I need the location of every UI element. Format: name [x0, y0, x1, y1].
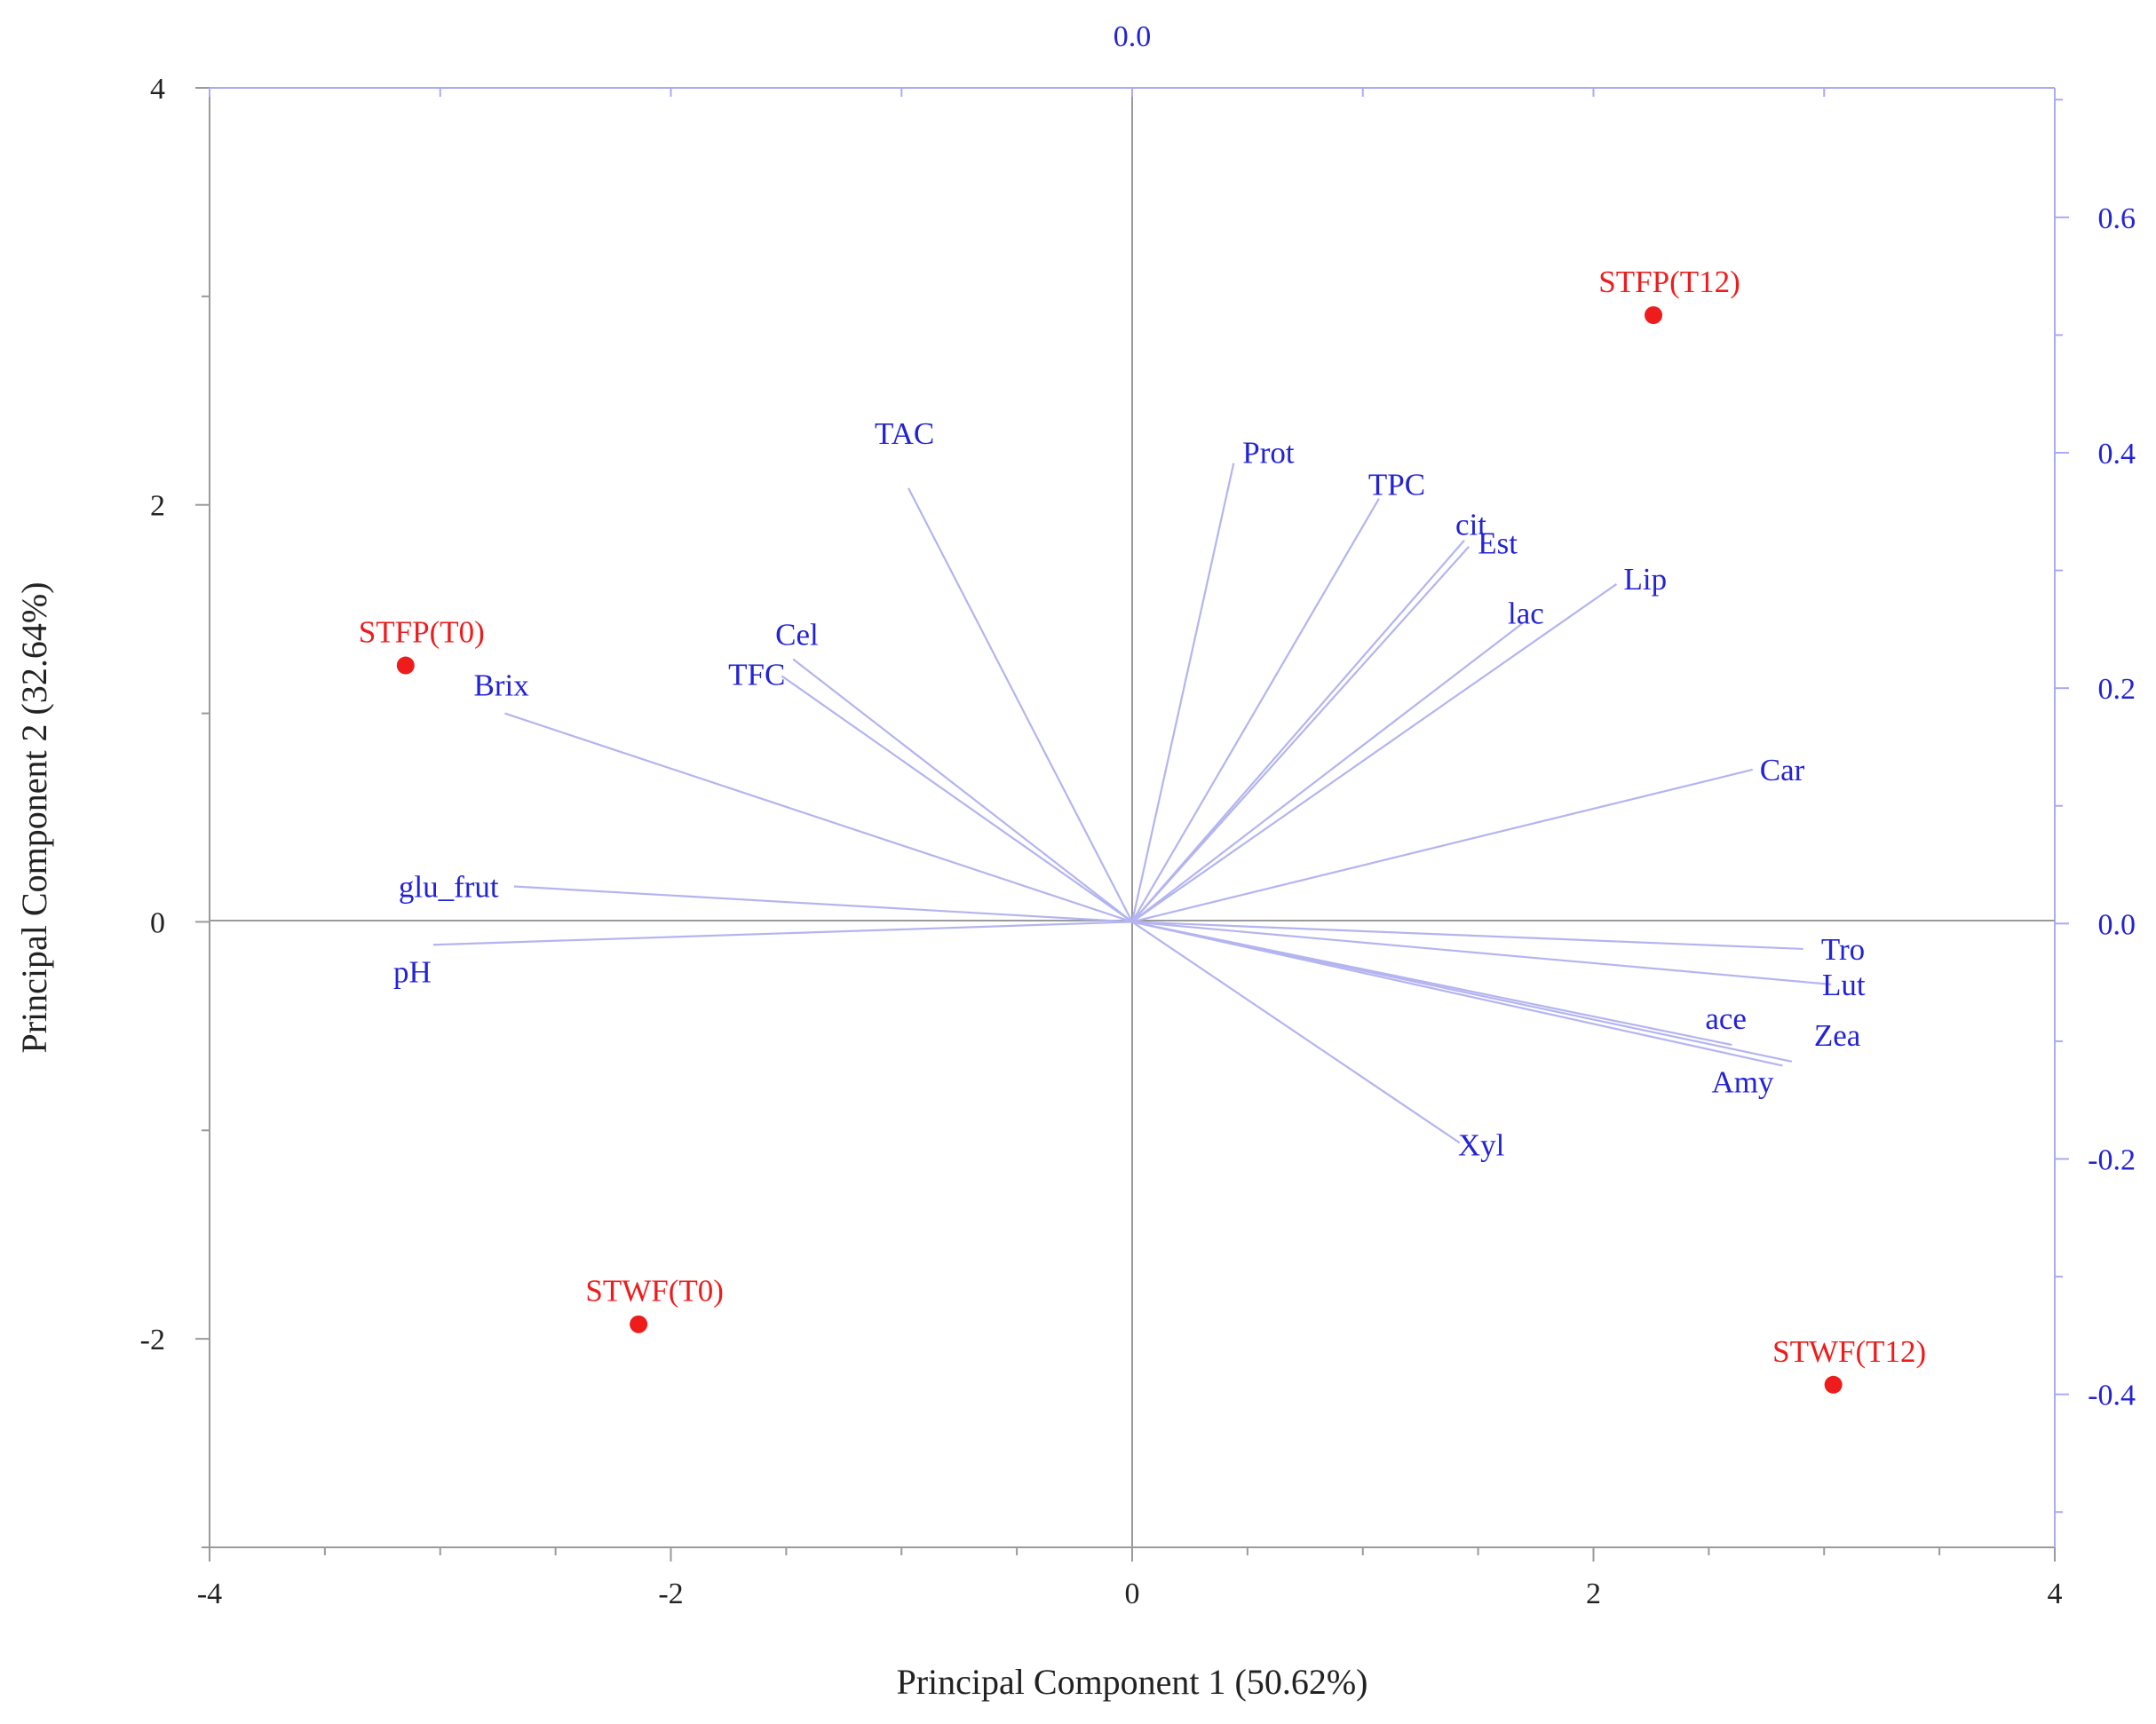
loading-label: ace: [1705, 1001, 1747, 1036]
loading-label: Est: [1478, 526, 1518, 561]
y-axis-ticks: -2 0 2 4: [140, 73, 210, 1548]
score-point: [1645, 305, 1663, 324]
loading-label: Zea: [1814, 1018, 1861, 1053]
loading-label: cit: [1455, 508, 1486, 542]
loading-vector-cit: [1131, 539, 1465, 923]
loading-vector-cel: [792, 658, 1133, 923]
y-tick-label: 2: [150, 490, 165, 523]
loading-label: Amy: [1711, 1064, 1774, 1099]
x-tick-label: -4: [197, 1578, 222, 1610]
top-axis-ticks: [209, 88, 2056, 97]
loading-vector-ph: [432, 921, 1133, 946]
loading-vector-tpc: [1131, 498, 1380, 922]
y2-tick-label: -0.2: [2088, 1143, 2136, 1176]
x-tick-label: 0: [1125, 1578, 1140, 1610]
loading-label: TAC: [875, 416, 934, 451]
x-tick-label: -2: [658, 1578, 683, 1610]
loading-vector-car: [1131, 768, 1753, 923]
loading-vector-lip: [1131, 583, 1618, 923]
y2-tick-label: 0.4: [2098, 438, 2136, 471]
y2-tick-label: 0.0: [2098, 908, 2136, 941]
score-label: STFP(T0): [359, 615, 485, 650]
loading-label: Lip: [1623, 562, 1667, 597]
loading-vector-tac: [908, 487, 1133, 922]
loading-vector-tfc: [781, 675, 1133, 923]
y2-tick-label: 0.2: [2098, 673, 2136, 706]
score-label: STWF(T0): [585, 1274, 724, 1309]
secondary-y-axis-ticks: -0.4 -0.2 0.0 0.2 0.4 0.6: [2055, 99, 2136, 1514]
loading-vector-est: [1131, 545, 1470, 923]
loading-label: TPC: [1368, 468, 1425, 502]
x-axis-title: Principal Component 1 (50.62%): [896, 1662, 1367, 1702]
score-point: [1824, 1375, 1843, 1394]
secondary-x-axis-label: 0.0: [1114, 20, 1152, 53]
loading-vector-lut: [1131, 921, 1832, 985]
loading-label: Tro: [1821, 932, 1865, 967]
y-axis-title: Principal Component 2 (32.64%): [14, 581, 54, 1053]
y-tick-label: 0: [150, 906, 165, 939]
score-label: STFP(T12): [1598, 265, 1740, 299]
loading-vector-prot: [1130, 463, 1235, 922]
y-tick-label: -2: [140, 1324, 165, 1356]
loading-vector-amy: [1131, 921, 1783, 1067]
x-tick-label: 4: [2048, 1578, 2063, 1610]
y2-tick-label: -0.4: [2088, 1380, 2136, 1412]
y2-tick-label: 0.6: [2098, 202, 2136, 235]
loading-vector-lac: [1131, 622, 1523, 923]
loading-label: TFC: [728, 657, 785, 692]
score-label: STWF(T12): [1772, 1334, 1926, 1369]
loading-label: Prot: [1242, 436, 1295, 471]
loading-label: lac: [1508, 597, 1544, 631]
x-axis-ticks: -4 -2 0 2 4: [197, 1547, 2063, 1610]
loading-label: Car: [1760, 753, 1805, 787]
score-point: [396, 656, 415, 675]
x-tick-label: 2: [1586, 1578, 1601, 1610]
loading-label: Brix: [473, 668, 529, 703]
loading-label: pH: [393, 954, 432, 989]
loading-vector-zea: [1131, 921, 1793, 1063]
loading-label: glu_frut: [399, 870, 499, 905]
loading-label: Xyl: [1458, 1127, 1505, 1162]
loading-vector-glu-frut: [513, 885, 1133, 923]
loading-vector-xyl: [1131, 921, 1461, 1144]
loading-vector-tro: [1131, 921, 1803, 951]
score-points: STFP(T0) STFP(T12) STWF(T0) STWF(T12): [359, 265, 1926, 1394]
y-tick-label: 4: [150, 73, 165, 106]
loading-vector-brix: [504, 712, 1133, 923]
loading-label: Cel: [775, 618, 819, 652]
loading-label: Lut: [1822, 968, 1866, 1002]
score-point: [630, 1315, 648, 1333]
